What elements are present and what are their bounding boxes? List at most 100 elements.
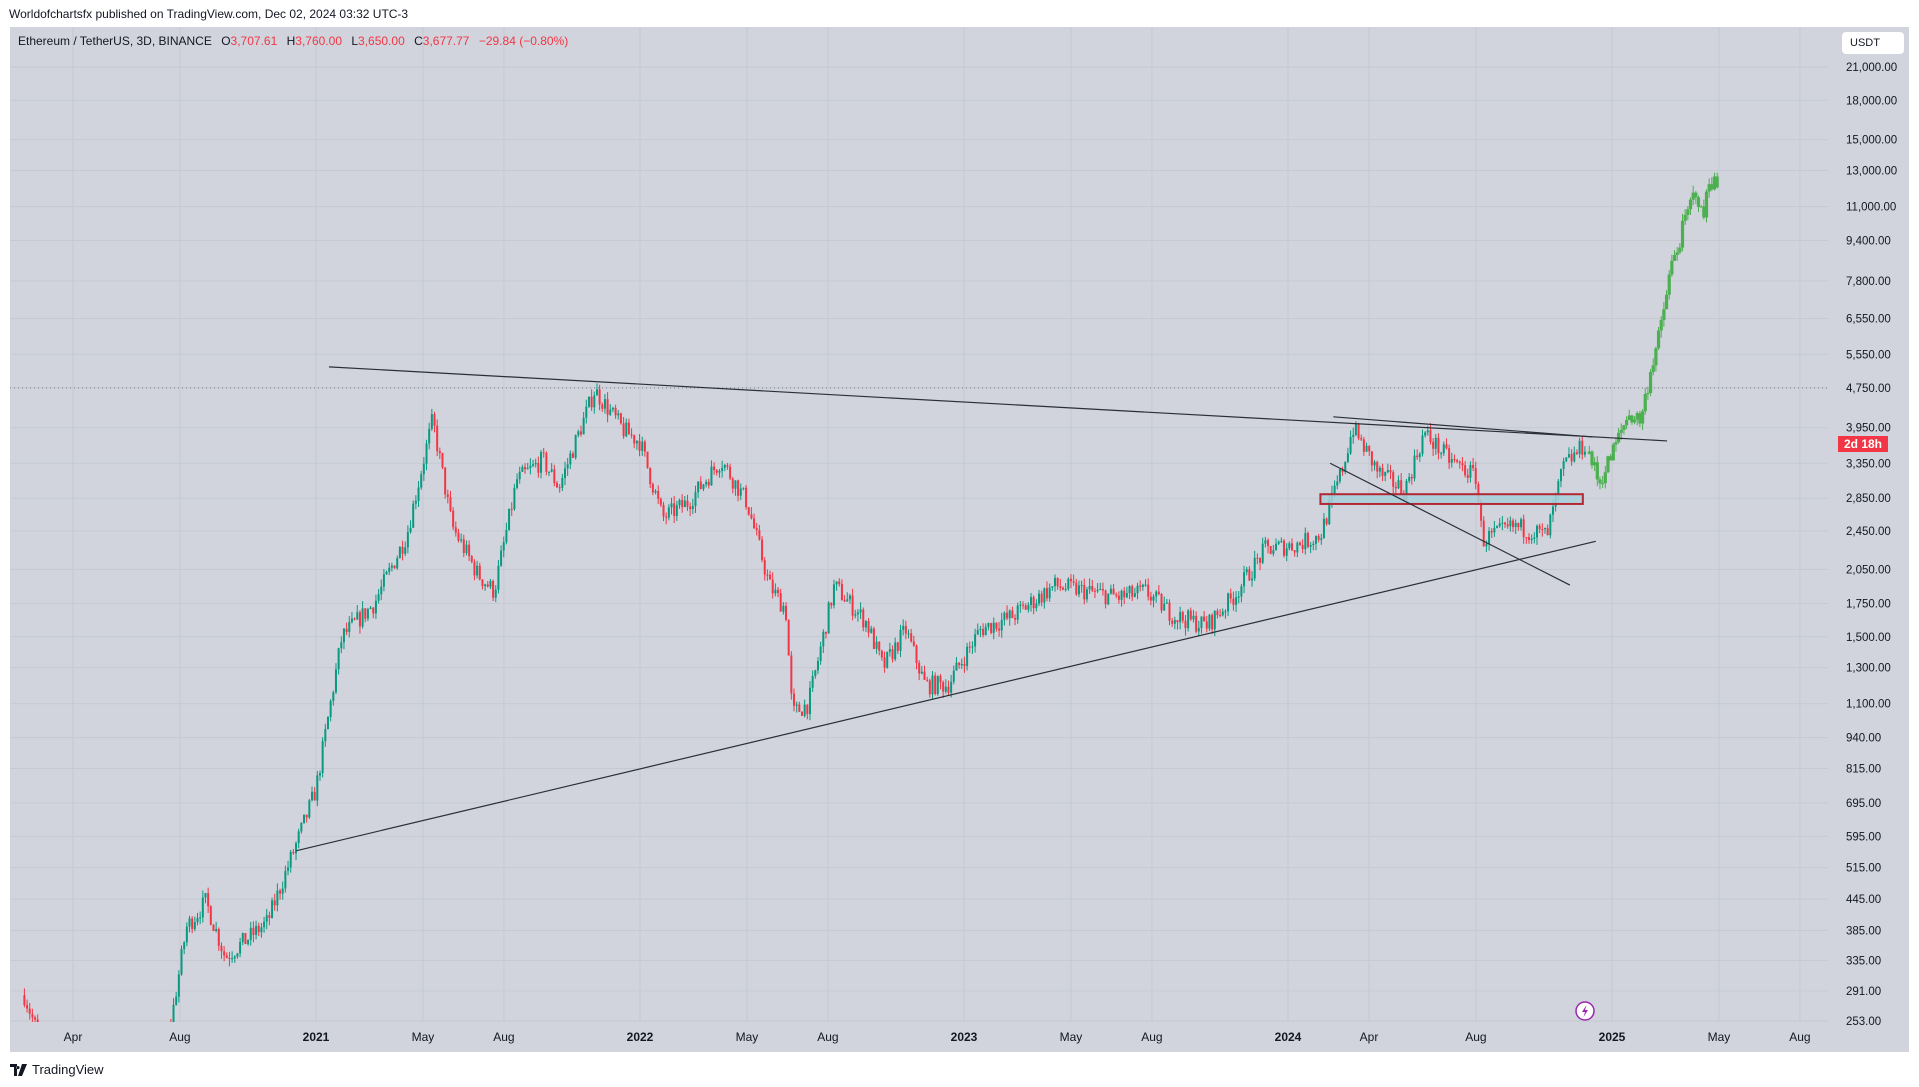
candle — [1680, 220, 1685, 248]
candle — [1670, 260, 1674, 275]
candle — [1394, 486, 1397, 489]
candle — [1514, 522, 1517, 528]
candle — [1381, 467, 1384, 476]
candle — [931, 675, 934, 695]
candle — [1277, 541, 1280, 544]
candle — [990, 623, 993, 633]
candle — [907, 633, 910, 635]
candle — [1107, 593, 1110, 605]
time-tick-label: May — [1060, 1030, 1083, 1044]
candle — [374, 600, 377, 614]
candle — [1672, 255, 1677, 261]
candle — [1125, 593, 1128, 598]
candle — [814, 670, 817, 677]
candle — [1139, 585, 1142, 588]
candle — [1630, 415, 1634, 423]
candle — [1617, 432, 1621, 443]
candle — [1603, 472, 1607, 484]
time-axis[interactable]: Apr Aug 2021 May Aug 2022 May Aug 2023 May Aug 2024… — [64, 1030, 1811, 1044]
time-tick-label: Aug — [1141, 1030, 1162, 1044]
time-tick-label: Apr — [1360, 1030, 1379, 1044]
candle — [188, 918, 191, 927]
candle — [1646, 392, 1650, 395]
candle — [1362, 439, 1365, 452]
price-tick-label: 1,750.00 — [1846, 598, 1891, 610]
candle — [332, 692, 335, 701]
candle — [1099, 588, 1102, 590]
candle — [1349, 436, 1352, 454]
candle — [1341, 469, 1344, 472]
candle — [1221, 611, 1224, 616]
candle — [1035, 603, 1038, 609]
candle — [888, 649, 891, 652]
time-tick-label: Apr — [64, 1030, 83, 1044]
candle — [662, 504, 665, 517]
candle — [1640, 411, 1645, 424]
candle — [209, 906, 212, 925]
candle — [1243, 572, 1246, 587]
candle — [449, 497, 452, 511]
candle — [271, 900, 274, 918]
time-tick-label: 2022 — [627, 1030, 654, 1044]
candle — [1546, 527, 1549, 536]
alert-lightning-icon[interactable] — [1575, 1001, 1595, 1021]
candle — [627, 422, 630, 435]
candle — [920, 671, 923, 674]
candle — [196, 917, 199, 923]
candle — [1543, 527, 1546, 530]
candle — [1549, 514, 1552, 536]
candle — [926, 679, 929, 681]
candle — [643, 441, 646, 452]
candle — [683, 500, 686, 508]
candle — [1213, 610, 1216, 630]
price-tick-label: 515.00 — [1846, 863, 1881, 875]
candle — [846, 599, 849, 602]
candle — [342, 628, 345, 643]
candle — [958, 662, 961, 666]
candle — [1205, 621, 1208, 629]
candle — [1578, 440, 1581, 454]
candle — [843, 600, 846, 602]
candle — [422, 463, 425, 475]
candle — [508, 508, 511, 530]
candle — [1301, 544, 1304, 550]
candle — [1030, 597, 1033, 605]
candle — [1187, 610, 1190, 629]
candle — [761, 539, 764, 561]
candle — [1014, 617, 1017, 620]
time-tick-label: 2025 — [1599, 1030, 1626, 1044]
candle — [1638, 413, 1642, 424]
price-tick-label: 253.00 — [1846, 1016, 1881, 1028]
candle — [771, 579, 774, 594]
candle — [252, 927, 255, 936]
time-tick-label: Aug — [493, 1030, 514, 1044]
candle — [630, 434, 633, 436]
candle — [377, 594, 380, 601]
candle — [284, 870, 287, 889]
candle — [311, 791, 314, 801]
candle — [1269, 546, 1272, 554]
candle — [769, 574, 772, 580]
currency-button[interactable]: USDT — [1842, 32, 1904, 54]
candle — [273, 900, 276, 906]
tradingview-logo[interactable]: TradingView — [10, 1062, 104, 1077]
candle — [236, 953, 239, 957]
candle — [1256, 557, 1259, 559]
candle — [1413, 455, 1416, 479]
candle — [1306, 533, 1309, 547]
candle — [832, 584, 835, 606]
candle — [1027, 604, 1030, 610]
candle — [670, 503, 673, 508]
candle — [710, 466, 713, 486]
candle — [1293, 550, 1296, 553]
candle — [345, 628, 348, 632]
candle — [1136, 585, 1139, 594]
price-tick-label: 291.00 — [1846, 986, 1881, 998]
chart-pane[interactable] — [10, 27, 1909, 1052]
candle — [409, 527, 412, 533]
price-axis[interactable]: 21,000.00 18,000.00 15,000.00 13,000.00 11,0… — [1846, 62, 1897, 1028]
candle — [353, 618, 356, 620]
candle — [1410, 476, 1413, 479]
candle — [856, 612, 859, 615]
